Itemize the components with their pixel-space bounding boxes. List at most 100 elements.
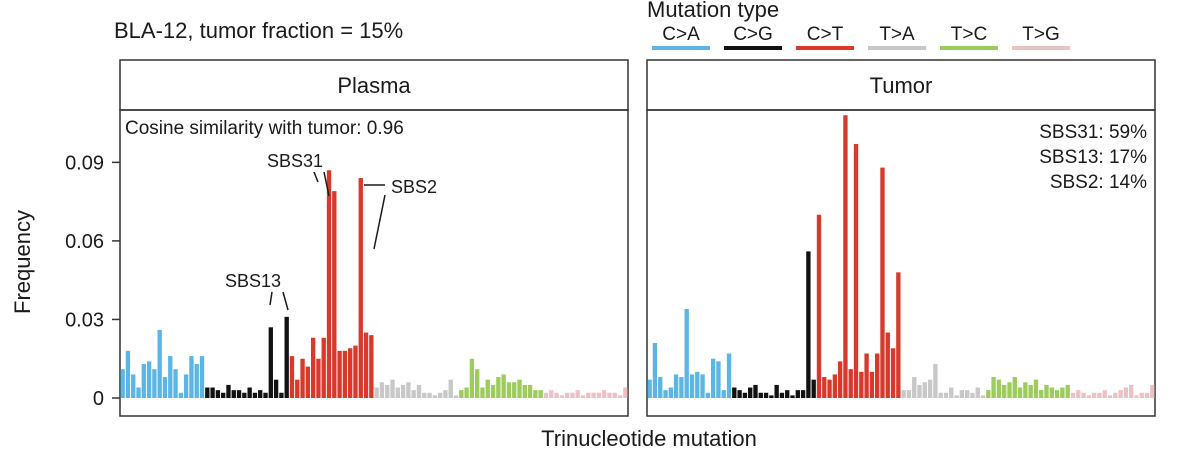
- bar-ttoa: [411, 390, 416, 398]
- bar-ttoc: [996, 379, 1002, 398]
- bar-ctot: [295, 379, 300, 398]
- bar-ttoc: [1017, 387, 1023, 398]
- bar-ctoa: [136, 387, 141, 398]
- bar-ttoc: [1028, 384, 1033, 398]
- bar-ctoa: [679, 377, 684, 398]
- tumor-bars: [647, 115, 1155, 399]
- bar-ttoc: [1049, 387, 1054, 398]
- bar-ctog: [210, 387, 215, 398]
- bar-ttoa: [427, 392, 432, 398]
- bar-ttoa: [964, 390, 970, 398]
- bar-ttoa: [917, 384, 922, 398]
- bar-ctot: [369, 335, 374, 398]
- bar-ttoc: [1060, 387, 1065, 398]
- legend-label-ttog: T>G: [1022, 24, 1059, 45]
- y-tick-label: 0.06: [65, 231, 104, 253]
- bar-ctot: [353, 345, 358, 398]
- bar-ttog: [591, 392, 596, 398]
- bar-ttoa: [970, 392, 975, 398]
- bar-ctog: [800, 390, 806, 398]
- bar-ttog: [1113, 392, 1118, 398]
- bar-ttoa: [453, 395, 459, 398]
- bar-ctoa: [700, 374, 705, 398]
- bar-ttog: [559, 395, 565, 398]
- bar-ctog: [252, 392, 258, 398]
- bar-ctoa: [647, 379, 652, 398]
- bar-ttog: [549, 390, 554, 398]
- bar-ttoa: [379, 382, 385, 398]
- bar-ctog: [221, 392, 226, 398]
- bar-ttog: [1150, 384, 1155, 398]
- bar-ttog: [1097, 392, 1102, 398]
- bar-ttog: [607, 392, 612, 398]
- bar-ttoa: [906, 390, 912, 398]
- bar-ttog: [1070, 392, 1076, 398]
- bar-ttog: [1134, 395, 1139, 398]
- bar-ctog: [231, 390, 236, 398]
- bar-ctoa: [189, 356, 194, 398]
- bar-ctot: [310, 337, 316, 398]
- bar-ctog: [284, 316, 289, 398]
- cosine-similarity-annotation: Cosine similarity with tumor: 0.96: [125, 118, 404, 139]
- bar-ctot: [853, 144, 859, 398]
- bar-ctot: [843, 115, 848, 399]
- bar-ctoa: [716, 361, 721, 398]
- bar-ctot: [869, 371, 875, 398]
- bar-ctog: [205, 387, 210, 398]
- leader-sbs13-a: [269, 291, 273, 306]
- bar-ctoa: [168, 356, 173, 398]
- panel-plasma-frame: [119, 109, 629, 417]
- bar-ttoa: [443, 390, 448, 398]
- bar-ctog: [769, 395, 774, 398]
- bar-ttog: [1123, 387, 1129, 398]
- bar-ctot: [864, 353, 869, 398]
- bar-ttoc: [459, 390, 464, 398]
- bar-ttoa: [949, 387, 954, 398]
- bar-ttoa: [432, 395, 438, 398]
- bar-ctot: [837, 361, 843, 398]
- bar-ttoa: [374, 387, 379, 398]
- bar-ttog: [586, 392, 591, 398]
- bar-ttog: [1081, 392, 1086, 398]
- bar-ctog: [742, 392, 748, 398]
- bar-ctot: [859, 371, 864, 398]
- bar-ttoa: [422, 392, 427, 398]
- bar-ttoc: [496, 377, 501, 398]
- panel-tumor-title: Tumor: [870, 73, 933, 98]
- bar-ctoa: [199, 356, 205, 398]
- leader-sbs31-a: [313, 171, 319, 183]
- annotation-leader-lines: [269, 171, 386, 311]
- bar-ttoa: [980, 395, 986, 398]
- x-axis-label: Trinucleotide mutation: [541, 426, 757, 451]
- legend-swatch-ttoc: [940, 46, 998, 50]
- bar-ctog: [215, 390, 221, 398]
- bar-ttog: [1086, 395, 1092, 398]
- bar-ttog: [1129, 384, 1134, 398]
- panel-tumor-frame: [646, 109, 1156, 417]
- bar-ttog: [554, 392, 559, 398]
- bar-ttoa: [912, 377, 917, 398]
- bar-ttoa: [933, 363, 938, 398]
- leader-sbs31-b: [323, 171, 330, 197]
- legend-swatch-ctoa: [652, 46, 710, 50]
- bar-ctog: [242, 392, 247, 398]
- label-sbs2: SBS2: [391, 177, 437, 197]
- bar-ctoa: [183, 374, 189, 398]
- bar-ctoa: [652, 343, 658, 398]
- bar-ctot: [816, 214, 822, 398]
- bar-ttog: [623, 387, 628, 398]
- bar-ttoa: [975, 387, 980, 398]
- bar-ctot: [326, 170, 332, 398]
- bar-ttoc: [533, 390, 538, 398]
- bar-ttoa: [943, 392, 949, 398]
- bar-ctog: [753, 384, 758, 398]
- bar-ctoa: [146, 361, 152, 398]
- bar-ttog: [1139, 392, 1144, 398]
- bar-ttog: [1144, 392, 1150, 398]
- legend-label-ttoa: T>A: [879, 24, 915, 45]
- panel-plasma: Plasma Cosine similarity with tumor: 0.9…: [119, 59, 629, 417]
- bar-ttoc: [485, 379, 490, 398]
- bar-ctog: [748, 387, 753, 398]
- bar-ttoc: [517, 379, 522, 398]
- bar-ctog: [273, 379, 279, 398]
